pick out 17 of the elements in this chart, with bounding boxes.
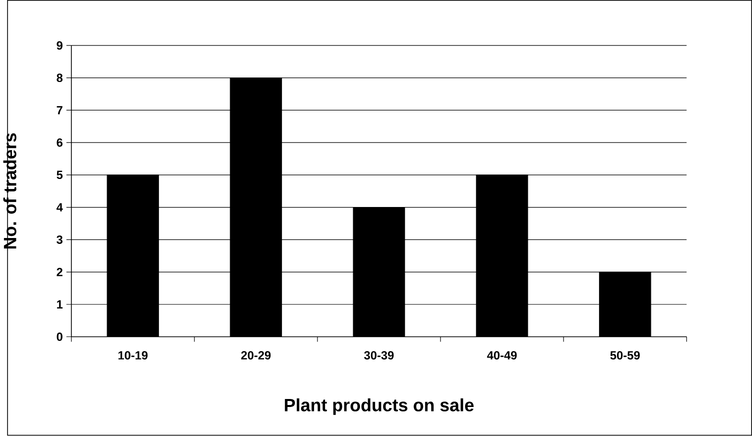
x-tick-label: 50-59: [610, 351, 640, 360]
y-tick-label: 7: [56, 106, 62, 114]
y-tick-label: 4: [56, 203, 63, 212]
y-tick-label: 9: [56, 41, 62, 50]
y-tick-label: 2: [56, 268, 62, 276]
y-axis-title: No. of traders: [3, 133, 16, 249]
x-tick-label: 20-29: [241, 351, 271, 360]
y-tick-label: 5: [56, 170, 63, 180]
x-tick-label: 10-19: [118, 351, 148, 360]
y-tick-label: 3: [56, 236, 62, 244]
y-tick-label: 0: [56, 332, 62, 342]
x-tick-label: 30-39: [364, 351, 394, 360]
x-tick-label: 40-49: [487, 351, 517, 360]
x-axis-title: Plant products on sale: [284, 398, 474, 416]
y-tick-label: 8: [56, 74, 63, 82]
y-tick-label: 1: [57, 300, 63, 309]
y-tick-label: 6: [56, 138, 62, 147]
